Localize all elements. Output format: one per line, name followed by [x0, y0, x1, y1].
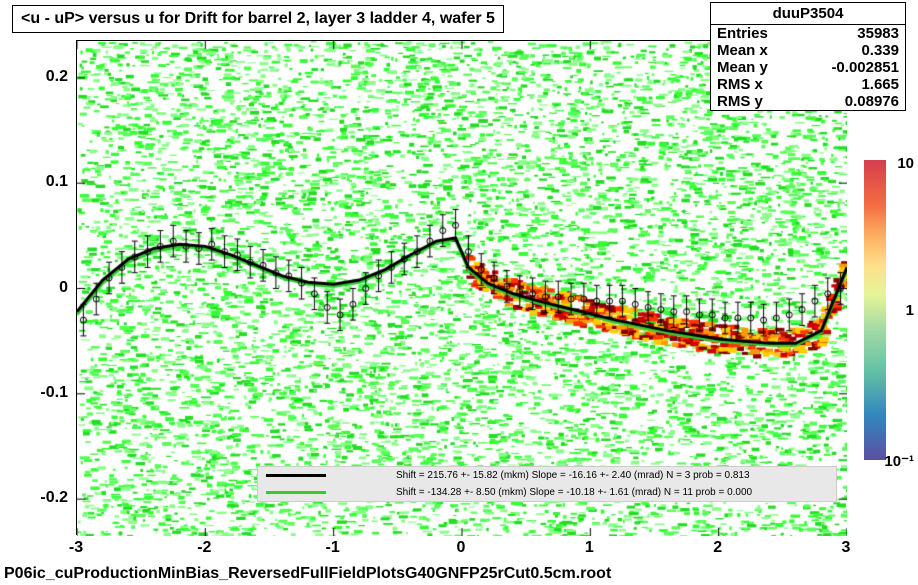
- footer-filename: P06ic_cuProductionMinBias_ReversedFullFi…: [4, 565, 611, 583]
- legend-line-green: [266, 491, 326, 494]
- x-tick-label: -2: [197, 539, 211, 557]
- legend-text-black: Shift = 215.76 +- 15.82 (mkm) Slope = -1…: [396, 470, 750, 481]
- curves-overlay: [77, 41, 847, 536]
- x-tick-label: 1: [585, 539, 594, 557]
- x-tick-label: -1: [326, 539, 340, 557]
- legend-row-black: Shift = 215.76 +- 15.82 (mkm) Slope = -1…: [258, 467, 836, 484]
- stats-meanx: Mean x0.339: [711, 42, 905, 59]
- stats-rmsx: RMS x1.665: [711, 76, 905, 93]
- x-tick-label: 3: [842, 539, 851, 557]
- y-tick-label: -0.2: [40, 489, 68, 507]
- y-tick-label: -0.1: [40, 384, 68, 402]
- x-tick-label: 2: [713, 539, 722, 557]
- stats-rmsy: RMS y0.08976: [711, 93, 905, 110]
- stats-box: duuP3504 Entries35983 Mean x0.339 Mean y…: [710, 2, 906, 111]
- colorbar: [864, 160, 886, 460]
- plot-area: Shift = 215.76 +- 15.82 (mkm) Slope = -1…: [76, 40, 846, 535]
- chart-title: <u - uP> versus u for Drift for barrel 2…: [12, 5, 504, 33]
- legend-line-black: [266, 474, 326, 477]
- y-tick-label: 0.2: [46, 68, 68, 86]
- y-axis: -0.2 -0.1 0 0.1 0.2: [0, 40, 76, 535]
- stats-entries: Entries35983: [711, 25, 905, 42]
- legend-text-green: Shift = -134.28 +- 8.50 (mkm) Slope = -1…: [396, 487, 752, 498]
- legend-row-green: Shift = -134.28 +- 8.50 (mkm) Slope = -1…: [258, 484, 836, 501]
- stats-name: duuP3504: [711, 3, 905, 25]
- y-tick-label: 0: [59, 279, 68, 297]
- fit-legend: Shift = 215.76 +- 15.82 (mkm) Slope = -1…: [257, 466, 837, 502]
- x-tick-label: -3: [69, 539, 83, 557]
- colorbar-label: 1: [906, 302, 914, 319]
- stats-meany: Mean y-0.002851: [711, 59, 905, 76]
- x-axis: -3-2-10123: [76, 535, 846, 565]
- x-tick-label: 0: [457, 539, 466, 557]
- colorbar-label: 10: [897, 155, 914, 172]
- colorbar-label: 10⁻¹: [884, 452, 914, 470]
- y-tick-label: 0.1: [46, 173, 68, 191]
